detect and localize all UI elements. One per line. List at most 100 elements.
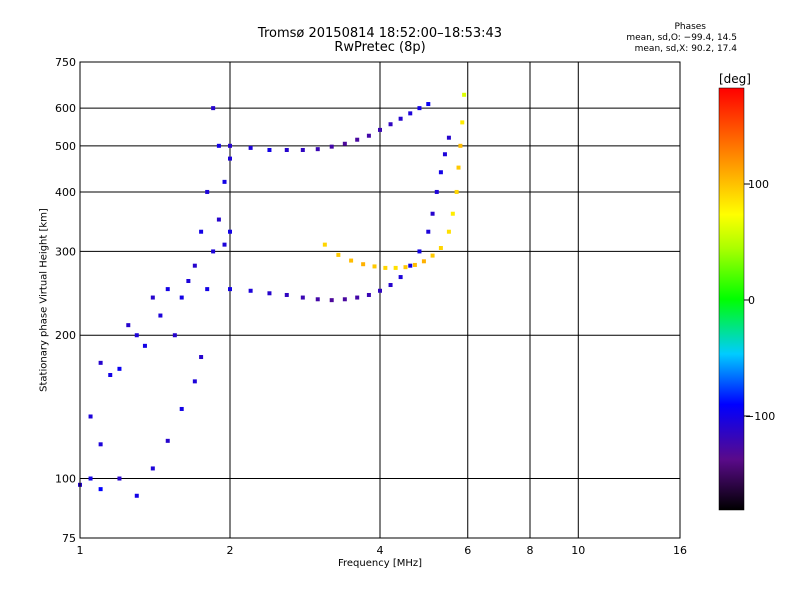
echo-point [462,92,467,97]
echo-point [98,360,103,365]
x-axis-ticks: 1 2 4 6 8 10 16 [77,544,688,557]
echo-point [228,287,232,292]
x-tick-label: 2 [227,544,234,557]
echo-point [150,466,155,471]
echo-point [460,120,465,125]
echo-point [366,292,371,297]
echo-point [216,217,221,222]
echo-point [426,229,431,234]
grid-lines [80,62,680,538]
echo-point [142,343,147,348]
echo-point [284,292,289,297]
echo-point [134,333,139,338]
echo-point [315,297,320,302]
echo-point [361,262,366,267]
echo-point [117,476,122,481]
echo-point [456,165,461,170]
echo-point [205,189,210,194]
y-tick-label: 100 [55,473,76,486]
echo-point [378,288,382,293]
echo-point [88,414,93,419]
echo-point [228,229,232,234]
echo-point [172,333,177,338]
echo-point [430,253,435,258]
echo-point [134,493,139,498]
echo-points [78,92,467,498]
echo-point [165,438,170,443]
phase-stats-heading: Phases [674,22,706,32]
echo-point [329,144,334,149]
echo-point [108,373,113,378]
echo-point [248,288,253,293]
x-tick-label: 1 [77,544,84,557]
x-axis-label: Frequency [MHz] [337,558,423,569]
colorbar-tick-label-0: 0 [748,294,755,307]
echo-point [446,135,451,140]
plot-frame [79,61,681,539]
chart-subtitle: RwPretec (8p) [334,40,426,55]
echo-point [454,189,459,194]
x-tick-label: 10 [571,544,585,557]
echo-point [398,275,403,280]
echo-point [222,242,227,247]
y-tick-label: 750 [55,56,76,69]
echo-point [228,143,232,148]
echo-point [216,143,221,148]
echo-point [88,476,93,481]
echo-point [267,147,272,152]
x-tick-label: 4 [377,544,384,557]
echo-point [199,229,204,234]
echo-point [430,211,435,216]
echo-point [446,229,451,234]
y-tick-label: 400 [55,186,76,199]
echo-point [228,156,232,161]
echo-point [165,287,170,292]
phase-stats-o: mean, sd,O: −99.4, 14.5 [626,33,737,43]
y-tick-label: 600 [55,102,76,115]
echo-point [199,355,204,360]
y-tick-label: 500 [55,140,76,153]
echo-point [366,133,371,138]
x-tick-label: 8 [527,544,534,557]
echo-point [158,313,163,318]
echo-point [150,295,155,300]
echo-point [438,170,443,175]
chart-title: Tromsø 20150814 18:52:00–18:53:43 [257,26,503,41]
echo-point [442,152,447,157]
echo-point [192,379,197,384]
y-tick-label: 200 [55,329,76,342]
echo-point [378,127,382,132]
echo-point [284,147,289,152]
echo-point [342,297,347,302]
echo-point [126,323,131,328]
colorbar-tick-label-neg100: −100 [745,410,775,423]
echo-point [98,487,103,492]
echo-point [205,287,210,292]
echo-point [267,291,272,296]
colorbar-tick-label-100: 100 [748,178,769,191]
y-tick-label: 300 [55,245,76,258]
echo-point [300,295,305,300]
echo-point [398,116,403,121]
echo-point [417,106,422,111]
echo-point [336,252,341,257]
echo-point [186,279,191,284]
y-axis-ticks: 750 600 500 400 300 200 100 75 [55,56,76,545]
echo-point [315,147,320,152]
echo-point [179,295,184,300]
echo-point [117,366,122,371]
echo-point [434,189,439,194]
echo-point [192,263,197,268]
echo-point [458,143,463,148]
echo-point [355,137,360,142]
echo-point [393,265,398,270]
x-tick-label: 16 [673,544,687,557]
echo-point [412,262,417,267]
echo-point [179,406,184,411]
echo-point [300,147,305,152]
echo-point [355,295,360,300]
echo-point [248,145,253,150]
echo-point [322,242,327,247]
echo-point [211,249,216,254]
